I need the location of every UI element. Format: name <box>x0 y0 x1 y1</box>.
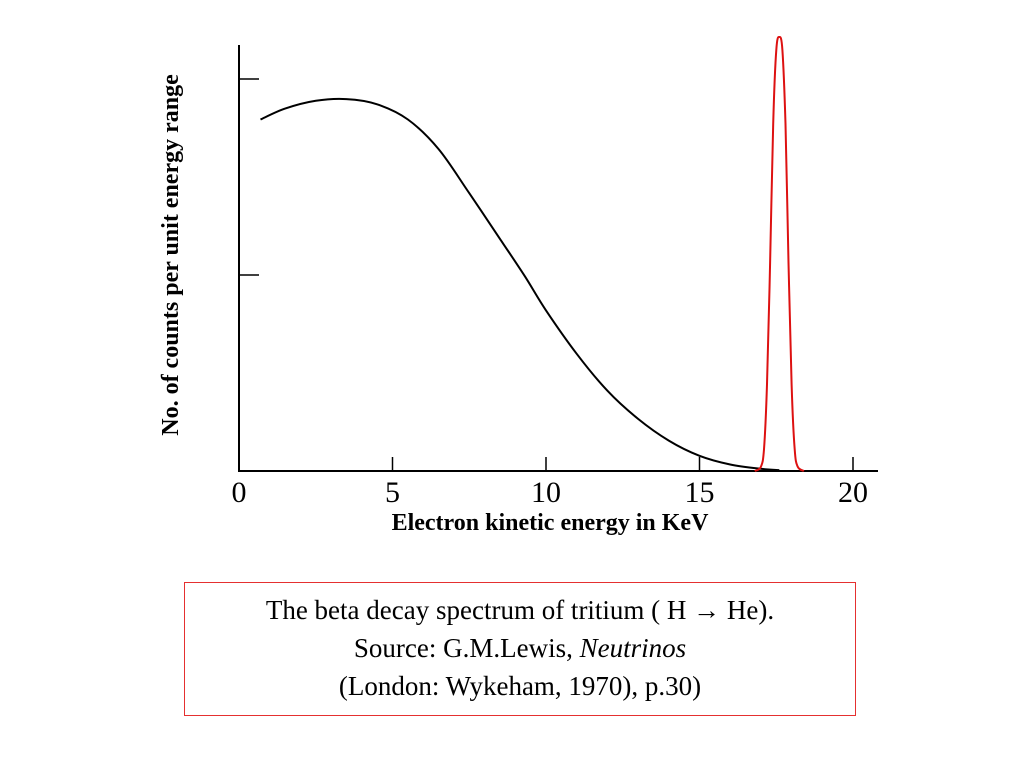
x-axis-title: Electron kinetic energy in KeV <box>392 510 710 536</box>
x-tick-label: 10 <box>531 476 561 509</box>
y-axis-title: No. of counts per unit energy range <box>158 74 184 436</box>
caption-source-prefix: Source: G.M.Lewis, <box>353 633 580 663</box>
y-ticks <box>239 78 259 276</box>
x-tick-label: 5 <box>385 476 400 509</box>
series-layer <box>260 35 805 472</box>
x-ticks: 0 5 10 15 20 <box>232 457 868 509</box>
beta-spectrum-curve <box>260 97 780 472</box>
caption-line-3: (London: Wykeham, 1970), p.30) <box>338 671 702 701</box>
caption-book-title: Neutrinos <box>579 633 687 663</box>
x-tick-label: 20 <box>838 476 868 509</box>
x-tick-label: 15 <box>685 476 715 509</box>
figure-caption: The beta decay spectrum of tritium ( H →… <box>184 582 856 716</box>
peak-curve <box>754 35 805 472</box>
caption-line-2: Source: G.M.Lewis, Neutrinos <box>185 629 855 667</box>
beta-spectrum-chart: 0 5 10 15 20 Electron kinetic energy in KeV … <box>158 35 878 536</box>
x-tick-label: 0 <box>232 476 247 509</box>
caption-line-1: The beta decay spectrum of tritium ( H →… <box>265 595 775 625</box>
